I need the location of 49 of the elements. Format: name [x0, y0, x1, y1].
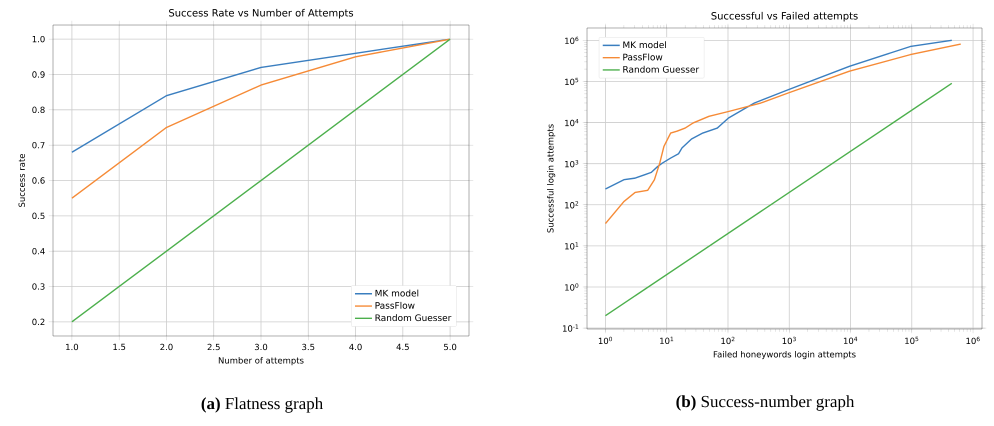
y-tick-label: 10$^{1}$ — [565, 242, 578, 250]
x-tick-label: 5.0 — [444, 344, 456, 350]
y-tick-label: 1.0 — [32, 36, 45, 42]
x-tick-label: 2.0 — [160, 344, 173, 350]
chart-title: Successful vs Failed attempts — [711, 12, 858, 22]
x-axis-title: Number of attempts — [218, 357, 304, 366]
legend-label: PassFlow — [376, 302, 415, 309]
y-tick-label: 0.6 — [32, 177, 45, 184]
y-tick-label: 10$^{-1}$ — [562, 324, 578, 332]
y-axis-title: Successful login attempts — [547, 124, 556, 233]
y-tick-label: 10$^{3}$ — [565, 160, 578, 168]
y-tick-label: 0.5 — [32, 212, 44, 220]
x-tick-label: 10$^{5}$ — [905, 336, 918, 344]
y-tick-label: 10$^{2}$ — [565, 201, 578, 208]
x-tick-label: 1.0 — [66, 344, 78, 350]
y-tick-label: 0.9 — [32, 71, 45, 78]
x-tick-label: 10$^{3}$ — [782, 336, 796, 344]
y-tick-label: 0.7 — [32, 142, 45, 148]
y-tick-label: 0.8 — [32, 106, 45, 114]
x-tick-label: 3.5 — [302, 344, 314, 350]
x-tick-label: 10$^{0}$ — [598, 336, 612, 344]
y-tick-label: 0.2 — [32, 318, 44, 326]
y-tick-label: 10$^{4}$ — [565, 118, 578, 126]
y-tick-label: 10$^{6}$ — [565, 36, 578, 44]
x-tick-label: 1.5 — [113, 344, 126, 350]
y-tick-label: 0.3 — [32, 283, 45, 290]
x-tick-label: 4.5 — [396, 344, 409, 350]
x-tick-label: 3.0 — [254, 344, 268, 350]
x-tick-label: 4.0 — [349, 344, 362, 350]
legend-label: MK model — [623, 41, 666, 48]
x-tick-label: 10$^{2}$ — [721, 336, 734, 344]
x-axis-title: Failed honeywords login attempts — [714, 350, 856, 360]
y-tick-label: 10$^{5}$ — [565, 78, 578, 86]
y-tick-label: 10$^{0}$ — [565, 283, 578, 291]
legend-label: PassFlow — [623, 54, 662, 60]
legend-label: MK model — [376, 290, 418, 297]
x-tick-label: 10$^{4}$ — [844, 336, 858, 344]
line-series — [71, 38, 451, 153]
y-axis-title: Success rate — [18, 154, 25, 207]
chart-title: Success Rate vs Number of Attempts — [169, 8, 354, 19]
legend-label: Random Guesser — [623, 66, 700, 73]
x-tick-label: 2.5 — [208, 344, 220, 350]
legend-label: Random Guesser — [376, 314, 452, 322]
text: (a) Flatness graph — [202, 397, 323, 413]
x-tick-label: 10$^{6}$ — [966, 336, 980, 344]
x-tick-label: 10$^{1}$ — [660, 336, 674, 344]
line-series — [71, 38, 451, 199]
y-tick-label: 0.4 — [32, 248, 45, 254]
text: (b) Success-number graph — [676, 395, 854, 411]
